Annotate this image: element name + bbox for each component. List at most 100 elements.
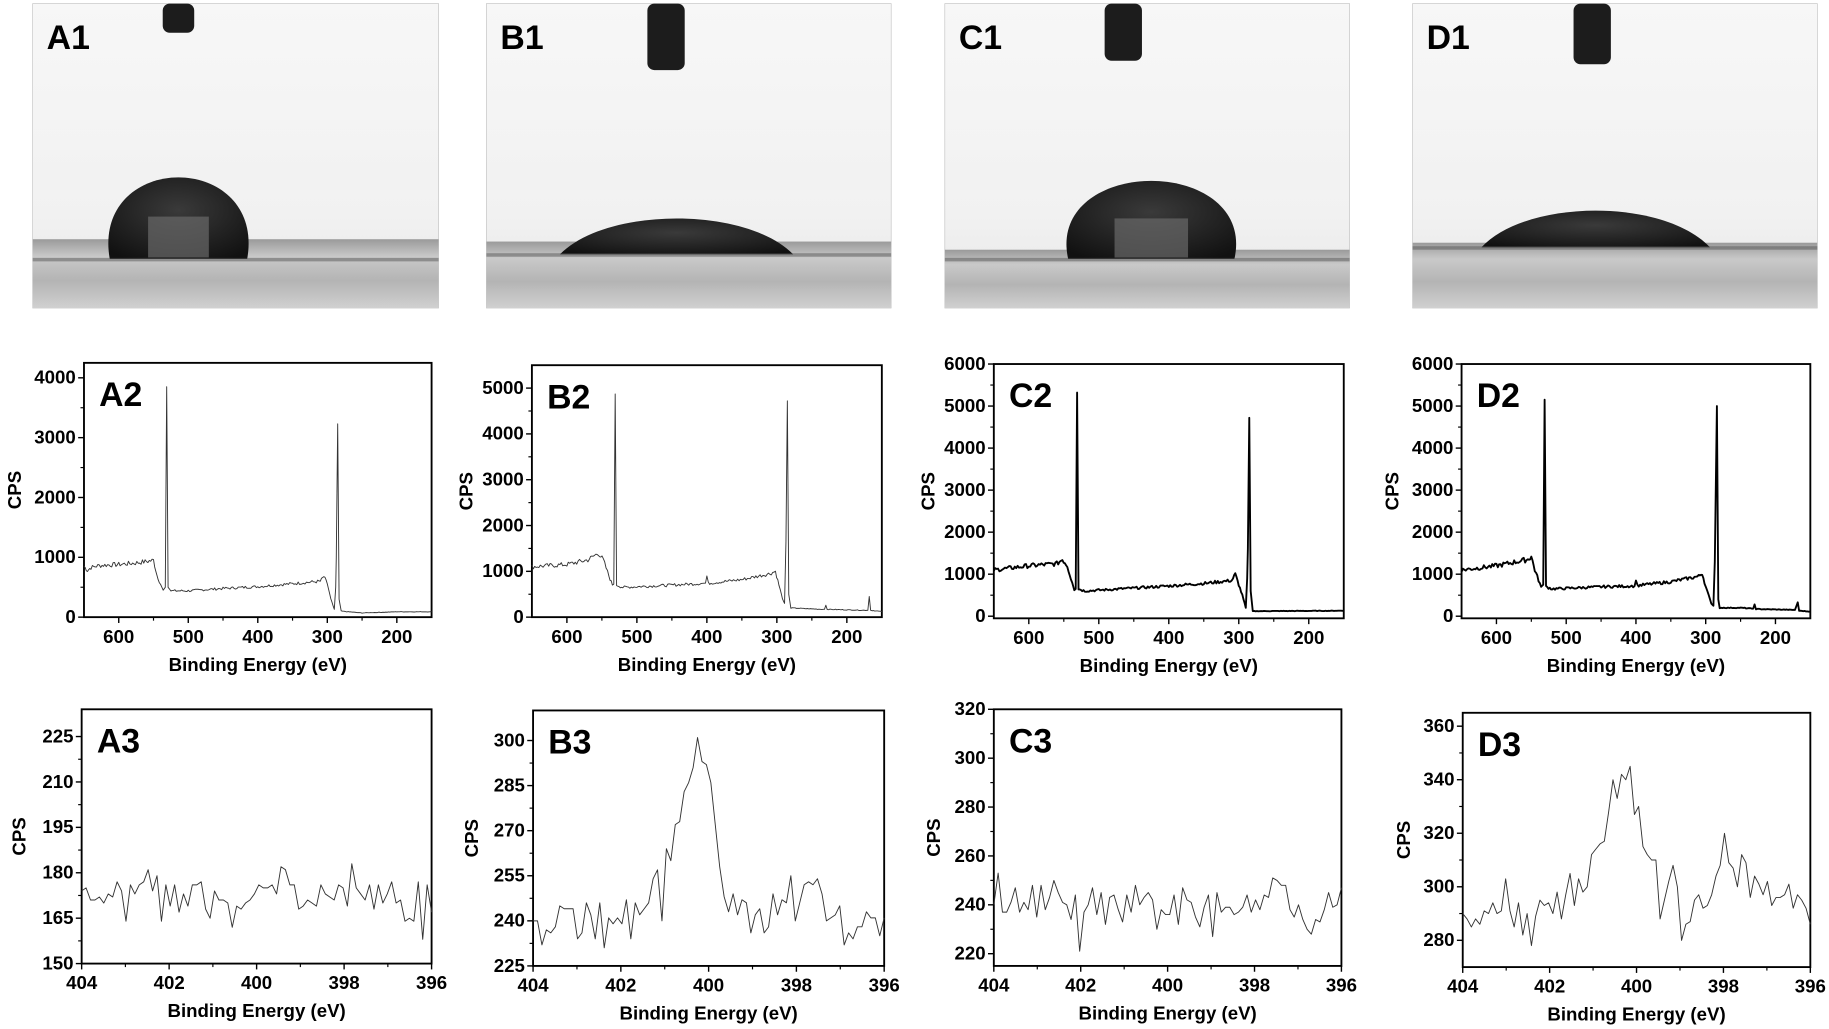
baseline	[944, 257, 1350, 262]
y-tick-label: 5000	[482, 377, 524, 398]
x-tick-label: 400	[1621, 976, 1652, 997]
y-tick-label: 300	[955, 747, 986, 768]
panel-label: C2	[1009, 377, 1052, 415]
y-tick-label: 255	[494, 865, 525, 886]
x-tick-label: 398	[781, 975, 812, 996]
x-tick-label: 398	[1708, 976, 1739, 997]
y-tick-label: 1000	[944, 563, 986, 584]
x-tick-label: 404	[66, 972, 98, 993]
y-tick-label: 0	[513, 606, 523, 627]
panel-label: B3	[548, 724, 591, 762]
y-axis-title: CPS	[9, 817, 30, 855]
x-tick-label: 500	[173, 626, 204, 647]
y-axis-title: CPS	[1393, 821, 1414, 859]
contact-angle-photo-b1: B1	[486, 3, 892, 309]
x-axis-title: Binding Energy (eV)	[1547, 1004, 1725, 1025]
panel-label: C1	[959, 19, 1002, 57]
baseline	[1412, 246, 1818, 250]
y-axis-title: CPS	[923, 818, 944, 856]
y-axis-title: CPS	[1382, 472, 1403, 510]
data-line-d3	[1462, 765, 1811, 947]
x-tick-label: 400	[693, 975, 724, 996]
y-tick-label: 2000	[34, 486, 76, 507]
x-tick-label: 402	[154, 972, 185, 993]
y-tick-label: 220	[955, 943, 986, 964]
data-line-c2	[992, 391, 1344, 613]
y-tick-label: 1000	[482, 560, 524, 581]
y-tick-label: 280	[955, 796, 986, 817]
x-tick-label: 398	[1239, 975, 1270, 996]
data-line-a3	[81, 863, 433, 940]
y-axis-title: CPS	[4, 471, 25, 509]
y-tick-label: 3000	[1412, 479, 1454, 500]
data-line-b2	[531, 393, 882, 613]
y-tick-label: 270	[494, 820, 525, 841]
syringe-needle	[162, 3, 195, 33]
syringe-needle	[1104, 3, 1142, 61]
x-tick-label: 500	[1551, 627, 1582, 648]
baseline	[32, 257, 439, 262]
x-tick-label: 396	[416, 972, 447, 993]
y-tick-label: 5000	[944, 395, 986, 416]
baseline	[486, 253, 892, 257]
y-tick-label: 1000	[34, 546, 76, 567]
contact-angle-photo-a1: A1	[32, 3, 439, 309]
y-axis-title: CPS	[455, 472, 476, 510]
data-line-d2	[1460, 398, 1811, 613]
y-axis-title: CPS	[917, 472, 938, 510]
y-axis-title: CPS	[461, 819, 482, 857]
y-tick-label: 0	[65, 606, 75, 627]
y-tick-label: 4000	[34, 367, 76, 388]
x-axis-title: Binding Energy (eV)	[169, 654, 347, 675]
panel-label: C3	[1009, 722, 1052, 760]
chart-b3: 404 402 400 398 396 225 240 255 270 285 300 Binding…	[461, 709, 900, 1024]
droplet-reflection	[1114, 218, 1189, 258]
x-tick-label: 600	[103, 626, 134, 647]
x-tick-label: 400	[1152, 975, 1183, 996]
x-tick-label: 396	[869, 975, 900, 996]
x-tick-label: 400	[241, 972, 272, 993]
y-tick-label: 240	[494, 910, 525, 931]
x-tick-label: 404	[517, 975, 549, 996]
panel-label: D3	[1478, 726, 1521, 764]
x-tick-label: 398	[329, 972, 360, 993]
x-tick-label: 402	[1065, 975, 1096, 996]
chart-c2: 600 500 400 300 2000100020003000400050006000…	[917, 353, 1345, 676]
x-axis-title: Binding Energy (eV)	[618, 654, 796, 675]
y-tick-label: 260	[955, 845, 986, 866]
x-tick-label: 396	[1795, 976, 1826, 997]
chart-a2: 600 500 400 300 20001000200030004000Binding …	[4, 361, 433, 675]
x-tick-label: 404	[978, 975, 1010, 996]
y-tick-label: 320	[1423, 822, 1454, 843]
y-tick-label: 180	[42, 862, 73, 883]
contact-angle-photo-c1: C1	[944, 3, 1350, 309]
x-tick-label: 396	[1326, 975, 1357, 996]
x-tick-label: 300	[1223, 627, 1254, 648]
data-line-a2	[83, 386, 432, 614]
x-tick-label: 404	[1447, 976, 1479, 997]
x-axis-title: Binding Energy (eV)	[1080, 655, 1258, 676]
y-tick-label: 0	[1443, 605, 1453, 626]
data-line-c3	[993, 872, 1342, 952]
y-tick-label: 6000	[944, 353, 986, 374]
chart-b2: 600 500 400 300 200010002000300040005000Bind…	[455, 364, 883, 675]
x-tick-label: 402	[1534, 976, 1565, 997]
y-tick-label: 225	[42, 725, 73, 746]
y-tick-label: 4000	[944, 437, 986, 458]
y-tick-label: 150	[42, 952, 73, 973]
substrate	[1412, 242, 1818, 309]
x-tick-label: 400	[1153, 627, 1184, 648]
x-tick-label: 600	[1013, 627, 1044, 648]
y-tick-label: 210	[42, 771, 73, 792]
x-tick-label: 200	[831, 626, 862, 647]
y-tick-label: 0	[975, 605, 985, 626]
x-tick-label: 600	[551, 626, 582, 647]
x-tick-label: 402	[605, 975, 636, 996]
x-tick-label: 400	[1620, 627, 1651, 648]
y-tick-label: 240	[955, 894, 986, 915]
y-tick-label: 4000	[482, 423, 524, 444]
x-tick-label: 300	[312, 626, 343, 647]
x-tick-label: 200	[381, 626, 412, 647]
water-droplet	[559, 218, 794, 255]
